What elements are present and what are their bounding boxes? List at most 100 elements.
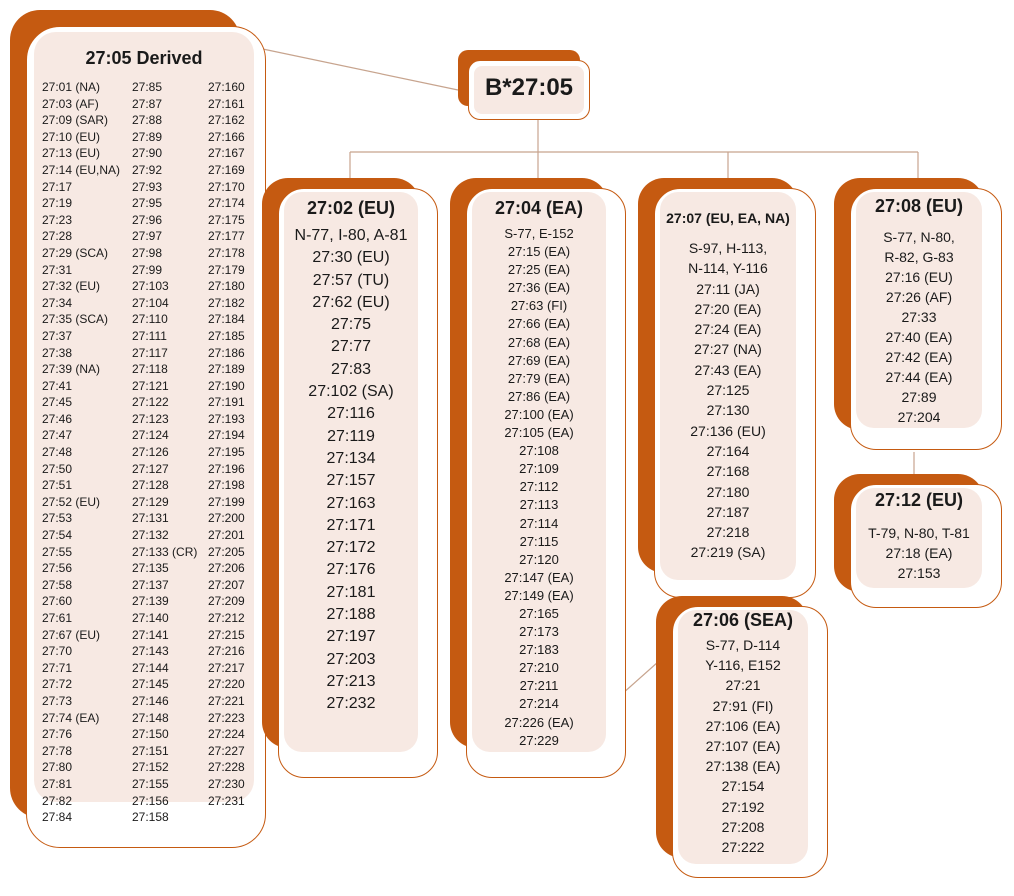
allele-entry: 27:192	[721, 798, 765, 815]
allele-entry: 27:01 (NA)	[42, 80, 101, 94]
derived-column-3: 27:160 27:161 27:162 27:166 27:167 27:169 27:1…	[208, 79, 245, 809]
allele-entry: 27:73	[42, 693, 73, 708]
allele-entry: 27:213	[326, 672, 376, 690]
allele-entry: 27:111	[132, 328, 167, 343]
allele-entry: 27:169	[208, 162, 245, 177]
allele-entry: N-114, Y-116	[688, 260, 768, 277]
allele-entry: 27:60	[42, 594, 73, 609]
allele-entry: 27:117	[132, 345, 168, 360]
allele-entry: 27:188	[326, 606, 376, 624]
allele-entry: 27:119	[327, 427, 375, 445]
allele-entry: S-77, N-80,	[883, 229, 955, 245]
allele-entry: 27:129	[132, 494, 169, 509]
connector-derived-root	[257, 47, 459, 91]
allele-entry: 27:168	[706, 463, 750, 480]
allele-entry: 27:29 (SCA)	[42, 245, 109, 260]
group-27-06-alleles: S-77, D-114 Y-116, E152 27:21 27:91 (FI) 27:…	[678, 635, 808, 857]
connector-04-06	[621, 661, 659, 695]
allele-entry: 27:57 (TU)	[312, 271, 390, 289]
allele-entry: 27:19	[42, 196, 73, 211]
allele-entry: 27:146	[132, 693, 169, 708]
allele-entry: 27:46	[42, 411, 73, 426]
allele-entry: 27:82	[42, 793, 73, 808]
allele-entry: 27:63 (FI)	[510, 298, 568, 314]
allele-entry: 27:54	[42, 528, 73, 543]
allele-entry: 27:89	[901, 389, 937, 405]
allele-entry: 27:26 (AF)	[885, 289, 953, 305]
allele-entry: 27:114	[519, 515, 559, 531]
allele-entry: 27:134	[326, 449, 376, 467]
allele-entry: 27:181	[326, 583, 376, 601]
allele-entry: 27:158	[132, 810, 169, 825]
allele-entry: 27:32 (EU)	[42, 279, 101, 294]
allele-entry: 27:148	[132, 710, 169, 725]
group-27-06-node: 27:06 (SEA) S-77, D-114 Y-116, E152 27:21 2…	[656, 596, 832, 880]
allele-entry: 27:99	[132, 262, 163, 277]
allele-entry: 27:186	[208, 345, 245, 360]
allele-entry: 27:56	[42, 561, 73, 576]
allele-entry: 27:109	[519, 461, 559, 477]
allele-entry: 27:78	[42, 743, 73, 758]
derived-column-1: 27:01 (NA) 27:03 (AF) 27:09 (SAR) 27:10 (EU…	[42, 79, 120, 826]
allele-entry: 27:152	[132, 760, 169, 775]
allele-entry: 27:172	[326, 539, 376, 557]
allele-entry: 27:24 (EA)	[694, 321, 762, 338]
allele-entry: 27:140	[132, 611, 169, 625]
allele-entry: 27:165	[519, 605, 559, 621]
allele-entry: 27:175	[208, 212, 245, 227]
allele-entry: 27:120	[519, 551, 559, 567]
allele-entry: 27:155	[132, 776, 169, 791]
allele-entry: 27:214	[519, 696, 559, 712]
allele-entry: 27:71	[42, 660, 73, 675]
allele-entry: 27:110	[132, 312, 168, 327]
group-27-06-title: 27:06 (SEA)	[692, 610, 794, 630]
allele-entry: 27:145	[132, 677, 169, 692]
group-27-02-panel: 27:02 (EU) N-77, I-80, A-81 27:30 (EU) 27:…	[284, 192, 418, 752]
allele-entry: 27:141	[132, 627, 169, 642]
allele-entry: 27:36 (EA)	[507, 280, 571, 296]
allele-entry: 27:218	[706, 524, 750, 541]
allele-entry: 27:14 (EU,NA)	[42, 162, 121, 177]
allele-entry: 27:51	[42, 478, 73, 493]
group-27-08-title: 27:08 (EU)	[874, 196, 964, 216]
allele-entry: 27:09 (SAR)	[42, 113, 109, 128]
allele-entry: 27:123	[132, 411, 169, 426]
allele-entry: 27:185	[208, 328, 245, 343]
allele-entry: 27:163	[326, 494, 376, 512]
allele-entry: 27:52 (EU)	[42, 494, 101, 509]
allele-entry: 27:23	[42, 212, 73, 227]
group-27-12-node: 27:12 (EU) T-79, N-80, T-81 27:18 (EA) 27:…	[834, 474, 1006, 610]
allele-entry: 27:79 (EA)	[507, 370, 571, 386]
group-27-07-alleles: S-97, H-113, N-114, Y-116 27:11 (JA) 27:20 …	[660, 238, 796, 563]
allele-entry: 27:217	[208, 660, 245, 675]
allele-entry: 27:199	[208, 494, 245, 509]
allele-entry: 27:154	[721, 778, 765, 795]
allele-entry: 27:112	[519, 479, 559, 495]
allele-entry: 27:106 (EA)	[705, 717, 781, 734]
allele-entry: 27:132	[132, 528, 169, 543]
allele-entry: 27:179	[208, 262, 245, 277]
allele-entry: 27:220	[208, 677, 245, 692]
group-27-02-title: 27:02 (EU)	[306, 198, 396, 218]
allele-entry: 27:38	[42, 345, 73, 360]
allele-entry: 27:203	[326, 650, 376, 668]
group-27-08-alleles: S-77, N-80, R-82, G-83 27:16 (EU) 27:26 (AF…	[856, 227, 982, 427]
derived-node: 27:05 Derived 27:01 (NA) 27:03 (AF) 27:09 …	[10, 10, 270, 850]
allele-entry: 27:227	[208, 743, 245, 758]
allele-entry: 27:121	[132, 378, 169, 393]
allele-entry: 27:74 (EA)	[42, 710, 100, 725]
allele-entry: 27:182	[208, 295, 245, 310]
root-node-panel: B*27:05	[474, 66, 584, 114]
allele-entry: 27:164	[706, 442, 750, 459]
allele-entry: 27:10 (EU)	[42, 129, 101, 144]
allele-entry: 27:43 (EA)	[694, 361, 762, 378]
group-27-08-node: 27:08 (EU) S-77, N-80, R-82, G-83 27:16 (E…	[834, 178, 1006, 454]
allele-entry: 27:44 (EA)	[885, 369, 953, 385]
allele-entry: 27:84	[42, 810, 73, 825]
allele-entry: 27:85	[132, 80, 163, 94]
allele-entry: 27:180	[706, 483, 750, 500]
allele-entry: 27:190	[208, 378, 245, 393]
allele-entry: 27:03 (AF)	[42, 96, 99, 111]
allele-entry: 27:113	[519, 497, 559, 513]
allele-entry: 27:118	[132, 362, 168, 377]
